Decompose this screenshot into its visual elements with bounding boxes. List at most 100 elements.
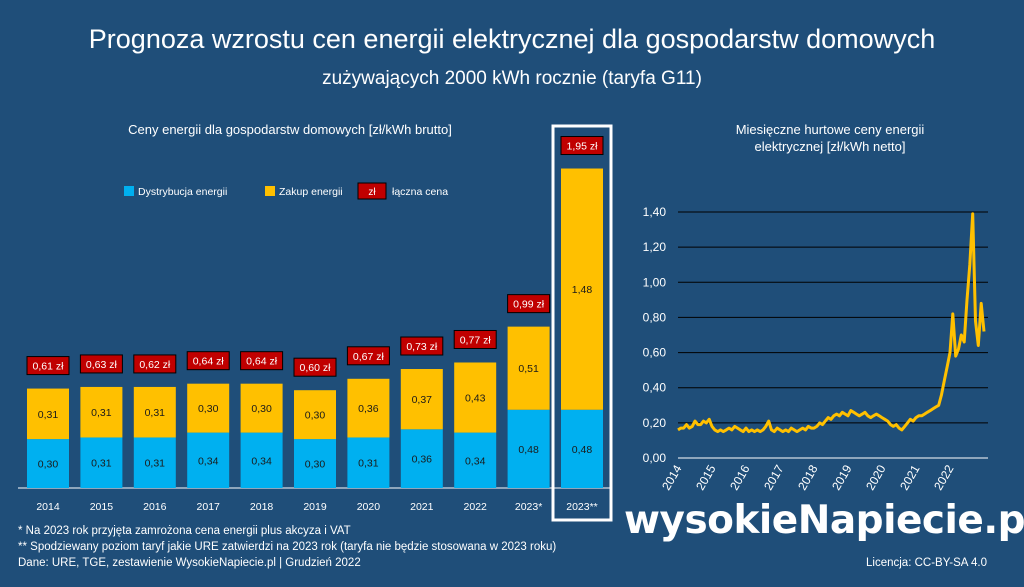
total-label: 0,64 zł: [193, 356, 225, 368]
bar-purchase: [133, 386, 176, 438]
data-label-distribution: 0,30: [305, 459, 326, 471]
total-label: 0,62 zł: [139, 359, 171, 371]
line-chart-title-line-1: Miesięczne hurtowe ceny energii: [736, 122, 925, 137]
x-tick-label: 2023**: [566, 501, 598, 513]
legend-label-purchase: Zakup energii: [279, 186, 343, 198]
data-label-distribution: 0,34: [465, 455, 486, 467]
total-label-box: [133, 354, 177, 374]
x-tick-label: 2015: [90, 501, 114, 513]
highlight-frame: [551, 124, 613, 522]
bar-purchase: [80, 386, 123, 438]
bar-purchase: [507, 326, 550, 410]
x-tick-label: 2020: [357, 501, 381, 513]
data-label-distribution: 0,30: [38, 459, 59, 471]
y-tick-label: 0,00: [643, 451, 667, 465]
data-label-purchase: 0,31: [145, 407, 166, 419]
total-label-box: [293, 357, 337, 377]
bar-purchase: [240, 383, 283, 433]
x-tick-label: 2019: [303, 501, 327, 513]
legend-swatch-total: [357, 182, 387, 200]
total-label-box: [400, 336, 444, 356]
bar-distribution: [27, 439, 69, 488]
total-label-box: [240, 351, 284, 371]
data-label-purchase: 0,30: [198, 403, 219, 415]
x-tick-label: 2014: [36, 501, 60, 513]
data-label-distribution: 0,34: [198, 455, 219, 467]
bar-distribution: [133, 437, 176, 488]
bar-purchase: [187, 383, 230, 433]
x-tick-label: 2016: [143, 501, 167, 513]
bar-purchase: [400, 369, 443, 430]
data-label-purchase: 0,30: [251, 403, 272, 415]
bar-distribution: [561, 409, 603, 488]
data-label-purchase: 0,51: [518, 363, 539, 375]
total-label-box: [186, 351, 230, 371]
total-label-box: [507, 294, 551, 314]
x-tick-label: 2019: [829, 462, 855, 492]
data-label-distribution: 0,31: [91, 458, 112, 470]
data-label-purchase: 0,30: [305, 410, 326, 422]
x-tick-label: 2017: [761, 462, 787, 492]
x-tick-label: 2018: [250, 501, 274, 513]
legend-label-distribution: Dystrybucja energii: [138, 186, 227, 198]
total-label: 0,61 zł: [33, 361, 65, 373]
legend-swatch-purchase: [265, 186, 275, 196]
footnote-1: * Na 2023 rok przyjęta zamrożona cena en…: [18, 525, 351, 537]
page-title: Prognoza wzrostu cen energii elektryczne…: [88, 24, 936, 54]
bar-distribution: [80, 437, 123, 488]
x-tick-label: 2017: [197, 501, 221, 513]
x-tick-label: 2023*: [515, 501, 542, 513]
line-series-wholesale-price: [677, 212, 986, 434]
bar-distribution: [187, 432, 230, 488]
x-tick-label: 2018: [795, 462, 821, 492]
total-label: 0,99 zł: [513, 299, 545, 311]
footnote-2: ** Spodziewany poziom taryf jakie URE za…: [18, 541, 557, 553]
line-chart-title-line-2: elektrycznej [zł/kWh netto]: [755, 139, 906, 154]
y-tick-label: 1,00: [643, 275, 667, 289]
total-label: 0,64 zł: [246, 356, 278, 368]
total-label: 0,63 zł: [86, 359, 118, 371]
data-label-distribution: 0,31: [358, 458, 379, 470]
x-tick-label: 2022: [931, 462, 957, 492]
data-label-purchase: 0,31: [91, 407, 112, 419]
x-tick-label: 2015: [693, 462, 719, 492]
data-label-purchase: 0,37: [412, 394, 433, 406]
data-label-purchase: 0,43: [465, 393, 486, 405]
y-tick-label: 0,60: [643, 346, 667, 360]
legend-swatch-distribution: [124, 186, 134, 196]
bar-purchase: [347, 378, 390, 438]
data-label-distribution: 0,34: [251, 455, 272, 467]
x-tick-label: 2021: [897, 462, 923, 492]
x-tick-label: 2016: [727, 462, 753, 492]
x-tick-label: 2014: [659, 462, 685, 492]
bar-distribution: [347, 437, 390, 488]
data-label-distribution: 0,31: [145, 458, 166, 470]
total-label: 1,95 zł: [567, 141, 599, 153]
license-text: Licencja: CC-BY-SA 4.0: [866, 557, 988, 569]
x-tick-label: 2021: [410, 501, 434, 513]
y-tick-label: 0,40: [643, 381, 667, 395]
bar-purchase: [454, 362, 497, 433]
total-label-box: [453, 329, 497, 349]
data-label-purchase: 1,48: [572, 284, 593, 296]
total-label-box: [346, 346, 390, 366]
bar-distribution: [507, 409, 550, 488]
data-label-distribution: 0,48: [518, 444, 539, 456]
data-label-distribution: 0,36: [412, 454, 433, 466]
total-label-box: [79, 354, 123, 374]
bar-chart-title: Ceny energii dla gospodarstw domowych [z…: [128, 122, 452, 137]
total-label: 0,60 zł: [300, 362, 332, 374]
legend-swatch-total-text: zł: [368, 187, 376, 198]
y-tick-label: 1,20: [643, 240, 667, 254]
y-tick-label: 1,40: [643, 205, 667, 219]
total-label-box: [560, 136, 604, 156]
page-subtitle: zużywających 2000 kWh rocznie (taryfa G1…: [322, 68, 702, 89]
legend-label-total: łączna cena: [392, 186, 448, 198]
brand-logo: wysokieNapiecie.pl: [624, 498, 1024, 543]
bar-distribution: [240, 432, 283, 488]
footnote-source: Dane: URE, TGE, zestawienie WysokieNapie…: [18, 557, 361, 569]
bar-purchase: [27, 388, 69, 440]
data-label-purchase: 0,31: [38, 409, 59, 421]
y-tick-label: 0,20: [643, 416, 667, 430]
